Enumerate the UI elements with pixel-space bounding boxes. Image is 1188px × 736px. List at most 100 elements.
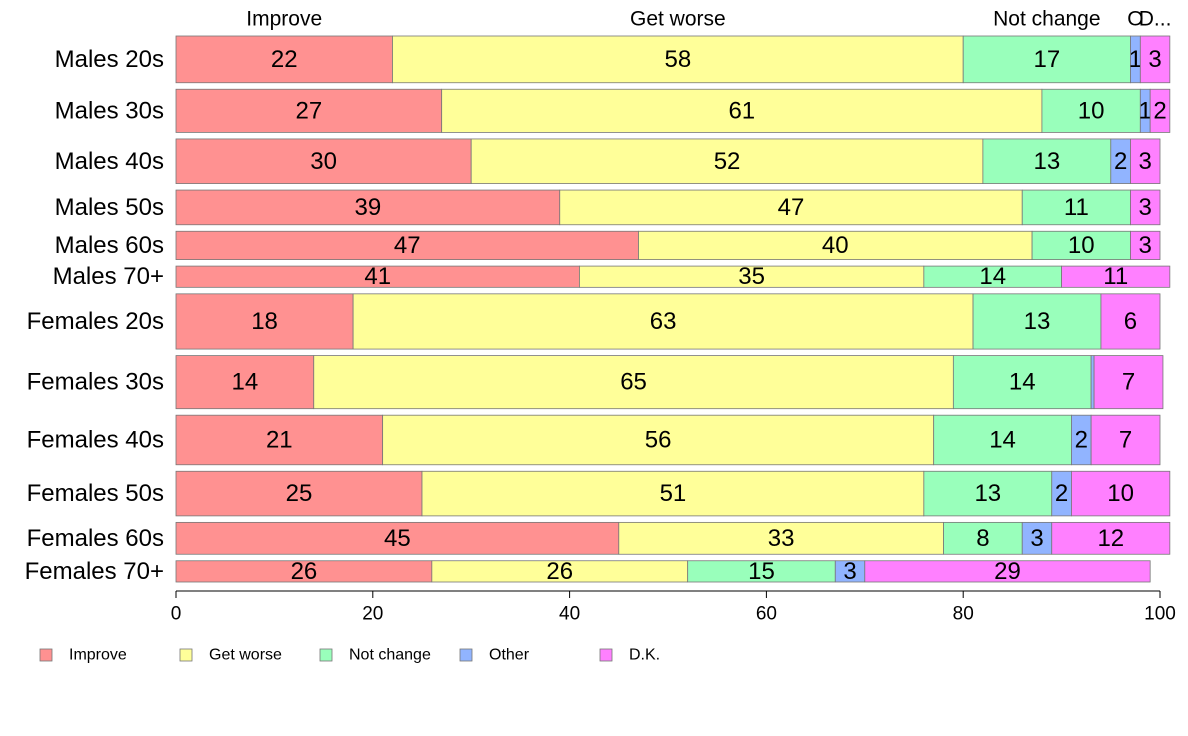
bar-segment-get-worse-females-60s [618,521,944,555]
value-label-d-k-males-50s: 3 [1139,194,1152,221]
value-label-not-change-females-50s: 13 [974,480,1001,507]
value-label-improve-females-20s: 18 [251,308,278,335]
bar-segment-d-k-males-70 [1061,265,1171,288]
bar-segment-d-k-males-50s [1130,189,1161,226]
value-label-not-change-males-40s: 13 [1033,148,1060,175]
x-tick-label-40: 40 [559,604,580,625]
value-label-d-k-females-70: 29 [994,558,1021,585]
category-label-males-40s: Males 40s [55,148,164,175]
bar-segment-improve-females-30s [175,355,315,410]
value-label-get-worse-males-70: 35 [738,263,765,290]
legend-swatch-other [459,648,473,662]
value-label-other-males-20s: 1 [1129,46,1142,73]
column-header-o: O [1127,8,1143,31]
category-label-females-30s: Females 30s [27,369,164,396]
bar-segment-improve-females-40s [175,414,384,466]
value-label-improve-females-70: 26 [291,558,318,585]
column-header-not-change: Not change [993,8,1100,31]
bar-segment-d-k-females-30s [1093,355,1164,410]
column-header-get-worse: Get worse [630,8,726,31]
category-label-females-70: Females 70+ [25,558,164,585]
legend-label-get-worse: Get worse [209,647,282,664]
x-axis: 0 20 40 60 80 100 [171,590,1176,625]
value-label-improve-males-40s: 30 [310,148,337,175]
bar-segment-get-worse-males-40s [470,138,984,184]
value-label-get-worse-males-20s: 58 [664,46,691,73]
category-label-males-50s: Males 50s [55,194,164,221]
legend: Improve Get worse Not change Other D.K. [39,647,660,664]
value-label-d-k-males-60s: 3 [1139,232,1152,259]
x-tick-label-100: 100 [1144,604,1176,625]
bar-segment-improve-females-20s [175,293,354,350]
value-label-not-change-males-70: 14 [979,263,1006,290]
bar-segment-d-k-females-40s [1090,414,1161,466]
value-label-improve-females-40s: 21 [266,426,293,453]
value-label-d-k-males-40s: 3 [1139,148,1152,175]
legend-swatch-d-k [599,648,613,662]
value-label-d-k-females-20s: 6 [1124,308,1137,335]
value-label-get-worse-females-50s: 51 [660,480,687,507]
bar-segment-other-females-30s [1090,355,1095,410]
value-label-not-change-males-60s: 10 [1068,232,1095,259]
legend-label-not-change: Not change [349,647,431,664]
value-label-other-females-60s: 3 [1030,525,1043,552]
legend-swatch-improve [39,648,53,662]
category-label-females-60s: Females 60s [27,525,164,552]
column-header-d: D... [1139,8,1172,31]
value-label-other-females-40s: 2 [1075,426,1088,453]
x-tick-label-60: 60 [756,604,777,625]
value-label-get-worse-males-50s: 47 [778,194,805,221]
bar-segment-improve-males-30s [175,88,443,133]
bar-segment-d-k-males-60s [1130,230,1161,260]
value-label-other-females-50s: 2 [1055,480,1068,507]
bar-segment-not-change-males-50s [1021,189,1131,226]
value-label-get-worse-females-20s: 63 [650,308,677,335]
value-label-other-males-40s: 2 [1114,148,1127,175]
bar-segment-get-worse-males-20s [392,35,964,84]
legend-label-improve: Improve [69,647,127,664]
value-label-get-worse-females-60s: 33 [768,525,795,552]
value-label-d-k-females-40s: 7 [1119,426,1132,453]
value-label-d-k-males-20s: 3 [1148,46,1161,73]
category-label-females-50s: Females 50s [27,480,164,507]
value-label-not-change-females-70: 15 [748,558,775,585]
value-label-not-change-females-60s: 8 [976,525,989,552]
category-label-females-40s: Females 40s [27,426,164,453]
legend-label-d-k: D.K. [629,647,660,664]
value-label-d-k-females-50s: 10 [1107,480,1134,507]
bar-segment-d-k-males-20s [1139,35,1171,84]
value-label-d-k-males-30s: 2 [1153,97,1166,124]
value-label-get-worse-males-40s: 52 [714,148,741,175]
value-label-other-females-70: 3 [843,558,856,585]
value-label-d-k-females-60s: 12 [1097,525,1124,552]
column-header-improve: Improve [246,8,322,31]
bar-segment-not-change-males-30s [1041,88,1141,133]
value-label-not-change-females-30s: 14 [1009,369,1036,396]
value-label-get-worse-males-60s: 40 [822,232,849,259]
x-tick-label-80: 80 [953,604,974,625]
bar-segment-d-k-females-70 [864,560,1151,583]
bar-segment-not-change-males-60s [1031,230,1131,260]
value-label-not-change-females-40s: 14 [989,426,1016,453]
bar-segment-not-change-females-30s [952,355,1092,410]
bar-segment-improve-males-40s [175,138,472,184]
category-label-females-20s: Females 20s [27,308,164,335]
bar-segment-get-worse-males-60s [638,230,1033,260]
value-label-improve-females-50s: 25 [286,480,313,507]
bar-segment-not-change-females-20s [972,293,1102,350]
value-label-d-k-females-30s: 7 [1122,369,1135,396]
legend-swatch-get-worse [179,648,193,662]
bar-segment-get-worse-females-20s [352,293,974,350]
value-label-improve-males-20s: 22 [271,46,298,73]
value-label-not-change-males-20s: 17 [1033,46,1060,73]
bar-segment-get-worse-males-50s [559,189,1023,226]
bar-segment-not-change-females-40s [933,414,1072,466]
legend-swatch-not-change [319,648,333,662]
value-label-improve-females-60s: 45 [384,525,411,552]
bar-segment-not-change-females-60s [943,521,1023,555]
value-label-improve-females-30s: 14 [232,369,259,396]
x-tick-label-0: 0 [171,604,182,625]
bar-segment-improve-males-50s [175,189,561,226]
